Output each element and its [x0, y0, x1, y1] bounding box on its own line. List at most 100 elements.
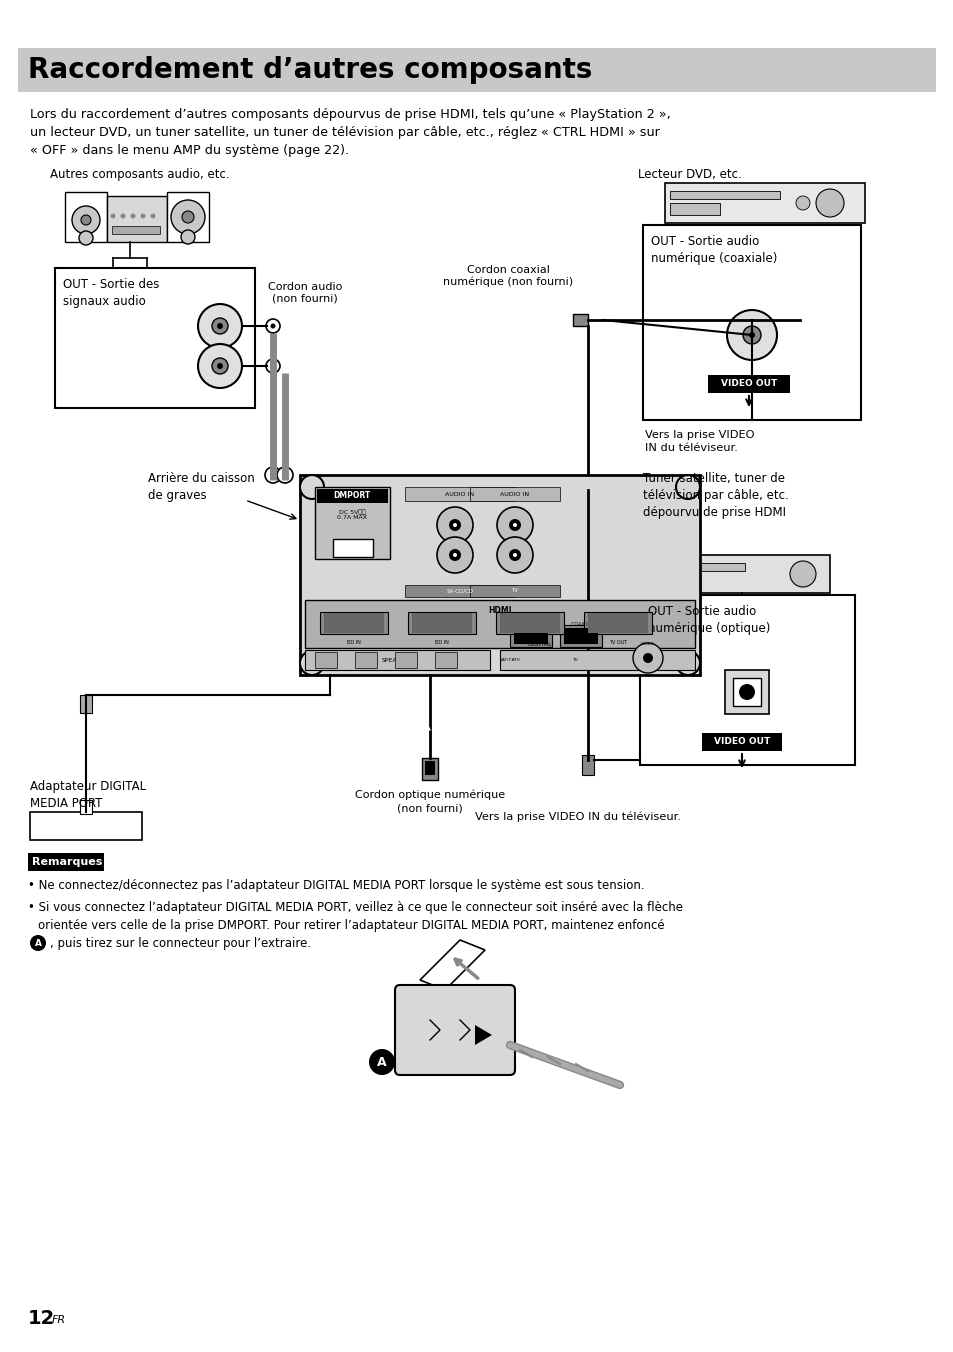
- Circle shape: [436, 507, 473, 544]
- Circle shape: [265, 466, 281, 483]
- Bar: [642, 224, 861, 420]
- Bar: [18, 49, 935, 92]
- Bar: [563, 627, 598, 644]
- Bar: [324, 612, 384, 633]
- Circle shape: [369, 1049, 395, 1075]
- Circle shape: [212, 358, 228, 375]
- Text: A: A: [34, 938, 42, 948]
- Circle shape: [795, 196, 809, 210]
- Circle shape: [71, 206, 100, 234]
- Circle shape: [30, 936, 46, 950]
- Bar: [80, 695, 91, 713]
- Bar: [112, 226, 160, 234]
- Circle shape: [266, 319, 280, 333]
- Circle shape: [497, 537, 533, 573]
- Bar: [559, 625, 601, 648]
- Circle shape: [449, 519, 460, 531]
- Text: SAT/CATV: SAT/CATV: [499, 658, 520, 662]
- Circle shape: [497, 507, 533, 544]
- Bar: [30, 813, 142, 840]
- Text: « OFF » dans le menu AMP du système (page 22).: « OFF » dans le menu AMP du système (pag…: [30, 145, 349, 157]
- Bar: [405, 585, 515, 598]
- Text: Cordon optique numérique
(non fourni): Cordon optique numérique (non fourni): [355, 790, 504, 814]
- Bar: [412, 612, 472, 633]
- Circle shape: [270, 472, 275, 479]
- Bar: [664, 183, 864, 223]
- Bar: [732, 677, 760, 706]
- Circle shape: [151, 214, 155, 219]
- Bar: [80, 800, 91, 814]
- Circle shape: [81, 215, 91, 224]
- Circle shape: [282, 472, 288, 479]
- Text: TV OUT: TV OUT: [608, 639, 626, 645]
- Circle shape: [633, 644, 662, 673]
- Bar: [333, 539, 373, 557]
- Bar: [701, 733, 781, 750]
- Bar: [669, 191, 780, 199]
- Circle shape: [676, 475, 700, 499]
- Text: BD IN: BD IN: [347, 639, 360, 645]
- Circle shape: [181, 230, 194, 243]
- Circle shape: [453, 553, 456, 557]
- Bar: [514, 627, 547, 644]
- Text: OPT IN: OPT IN: [522, 622, 538, 627]
- Circle shape: [131, 214, 135, 219]
- Bar: [435, 652, 456, 668]
- Circle shape: [676, 652, 700, 675]
- Bar: [395, 652, 416, 668]
- Bar: [305, 600, 695, 648]
- Text: Tuner satellite, tuner de
télévision par câble, etc.
dépourvu de prise HDMI: Tuner satellite, tuner de télévision par…: [642, 472, 788, 519]
- Circle shape: [276, 466, 293, 483]
- Bar: [496, 612, 563, 634]
- Circle shape: [739, 684, 754, 700]
- Bar: [405, 487, 515, 502]
- Bar: [669, 203, 720, 215]
- Circle shape: [299, 652, 324, 675]
- Circle shape: [513, 523, 517, 527]
- Text: FR: FR: [52, 1315, 66, 1325]
- Bar: [499, 612, 559, 633]
- Bar: [470, 585, 559, 598]
- Text: VIDEO OUT: VIDEO OUT: [720, 380, 777, 388]
- Text: Autres composants audio, etc.: Autres composants audio, etc.: [50, 168, 230, 181]
- Text: OUT - Sortie des
signaux audio: OUT - Sortie des signaux audio: [63, 279, 159, 308]
- Text: OUT - Sortie audio
numérique (optique): OUT - Sortie audio numérique (optique): [647, 604, 770, 635]
- Text: SAT/CATV IN: SAT/CATV IN: [515, 639, 544, 645]
- Text: VIDEO OUT: VIDEO OUT: [713, 737, 769, 746]
- Text: BD IN: BD IN: [435, 639, 449, 645]
- Bar: [639, 595, 854, 765]
- Circle shape: [171, 200, 205, 234]
- Bar: [355, 652, 376, 668]
- Text: HDMI: HDMI: [488, 606, 511, 615]
- Bar: [510, 625, 552, 648]
- Bar: [65, 192, 107, 242]
- Text: Arrière du caisson
de graves: Arrière du caisson de graves: [148, 472, 254, 502]
- Circle shape: [266, 360, 280, 373]
- Bar: [655, 556, 829, 594]
- Bar: [421, 758, 437, 780]
- Text: Lecteur DVD, etc.: Lecteur DVD, etc.: [638, 168, 741, 181]
- Text: Adaptateur DIGITAL
MEDIA PORT: Adaptateur DIGITAL MEDIA PORT: [30, 780, 146, 810]
- Bar: [581, 754, 594, 775]
- Circle shape: [726, 310, 776, 360]
- Circle shape: [449, 549, 460, 561]
- Text: 12: 12: [28, 1309, 55, 1328]
- Circle shape: [748, 333, 754, 338]
- Bar: [424, 761, 435, 775]
- Text: DIGITAL: DIGITAL: [527, 642, 552, 648]
- Text: orientée vers celle de la prise DMPORT. Pour retirer l’adaptateur DIGITAL MEDIA : orientée vers celle de la prise DMPORT. …: [38, 919, 664, 932]
- Circle shape: [815, 189, 843, 218]
- FancyBboxPatch shape: [395, 986, 515, 1075]
- Bar: [314, 652, 336, 668]
- Circle shape: [198, 343, 242, 388]
- Text: Cordon audio
(non fourni): Cordon audio (non fourni): [268, 283, 342, 304]
- Circle shape: [509, 549, 520, 561]
- Text: VIDEO: VIDEO: [640, 642, 654, 646]
- Circle shape: [742, 326, 760, 343]
- Circle shape: [509, 519, 520, 531]
- Circle shape: [212, 318, 228, 334]
- Bar: [579, 488, 596, 502]
- Text: , puis tirez sur le connecteur pour l’extraire.: , puis tirez sur le connecteur pour l’ex…: [50, 937, 311, 950]
- Bar: [587, 612, 647, 633]
- Polygon shape: [475, 1025, 492, 1045]
